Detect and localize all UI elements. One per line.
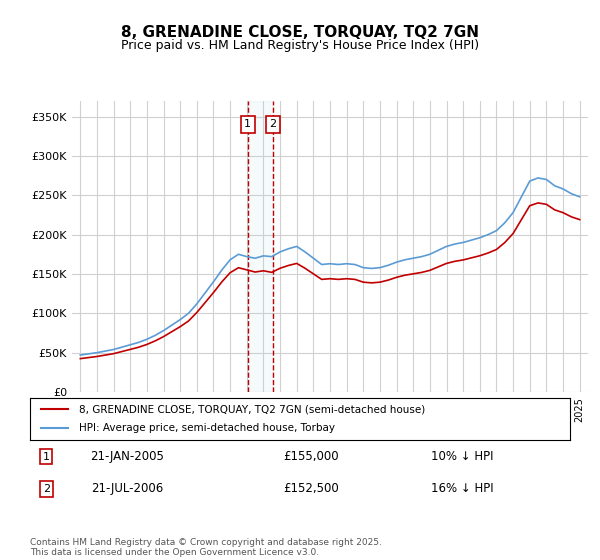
Text: £152,500: £152,500 [283, 482, 338, 495]
Text: 16% ↓ HPI: 16% ↓ HPI [431, 482, 493, 495]
Text: £155,000: £155,000 [283, 450, 338, 463]
Text: 2: 2 [269, 119, 276, 129]
Text: 8, GRENADINE CLOSE, TORQUAY, TQ2 7GN: 8, GRENADINE CLOSE, TORQUAY, TQ2 7GN [121, 25, 479, 40]
Text: 21-JUL-2006: 21-JUL-2006 [91, 482, 163, 495]
Text: 10% ↓ HPI: 10% ↓ HPI [431, 450, 493, 463]
Text: 1: 1 [244, 119, 251, 129]
Text: Price paid vs. HM Land Registry's House Price Index (HPI): Price paid vs. HM Land Registry's House … [121, 39, 479, 52]
Text: 21-JAN-2005: 21-JAN-2005 [90, 450, 164, 463]
Text: HPI: Average price, semi-detached house, Torbay: HPI: Average price, semi-detached house,… [79, 423, 335, 433]
Text: Contains HM Land Registry data © Crown copyright and database right 2025.
This d: Contains HM Land Registry data © Crown c… [30, 538, 382, 557]
Text: 1: 1 [43, 451, 50, 461]
Text: 8, GRENADINE CLOSE, TORQUAY, TQ2 7GN (semi-detached house): 8, GRENADINE CLOSE, TORQUAY, TQ2 7GN (se… [79, 404, 425, 414]
Bar [248, 101, 272, 392]
Text: 2: 2 [43, 484, 50, 494]
